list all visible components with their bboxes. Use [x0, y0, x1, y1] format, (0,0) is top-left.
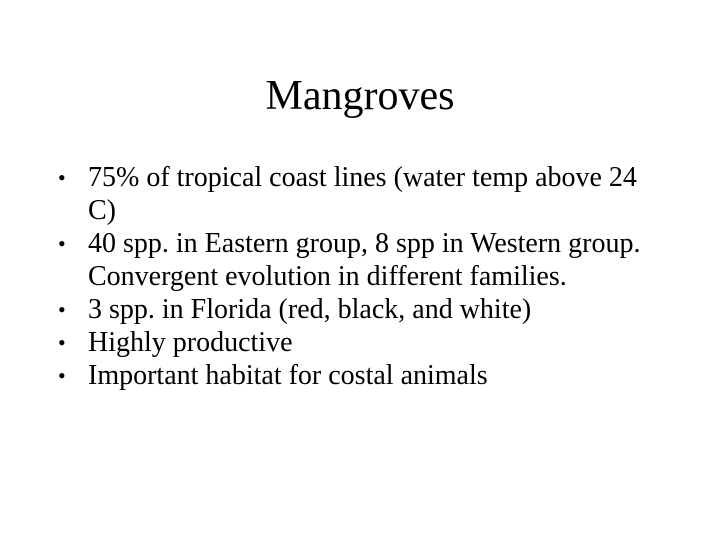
bullet-text: Highly productive — [88, 327, 293, 358]
bullet-text: 3 spp. in Florida (red, black, and white… — [88, 294, 532, 325]
slide-title: Mangroves — [265, 73, 455, 119]
bullet-item: • 75% of tropical coast lines (water tem… — [58, 161, 668, 227]
bullet-list: • 75% of tropical coast lines (water tem… — [58, 161, 668, 392]
bullet-icon: • — [58, 231, 66, 256]
bullet-icon: • — [58, 165, 66, 190]
bullet-item: • 40 spp. in Eastern group, 8 spp in Wes… — [58, 227, 668, 293]
bullet-item: • Important habitat for costal animals — [58, 359, 668, 392]
bullet-text: 75% of tropical coast lines (water temp … — [88, 162, 637, 226]
bullet-text: Important habitat for costal animals — [88, 360, 488, 391]
bullet-icon: • — [58, 297, 66, 322]
bullet-icon: • — [58, 363, 66, 388]
bullet-icon: • — [58, 330, 66, 355]
bullet-item: • Highly productive — [58, 326, 668, 359]
bullet-item: • 3 spp. in Florida (red, black, and whi… — [58, 293, 668, 326]
bullet-text: 40 spp. in Eastern group, 8 spp in Weste… — [88, 228, 641, 292]
